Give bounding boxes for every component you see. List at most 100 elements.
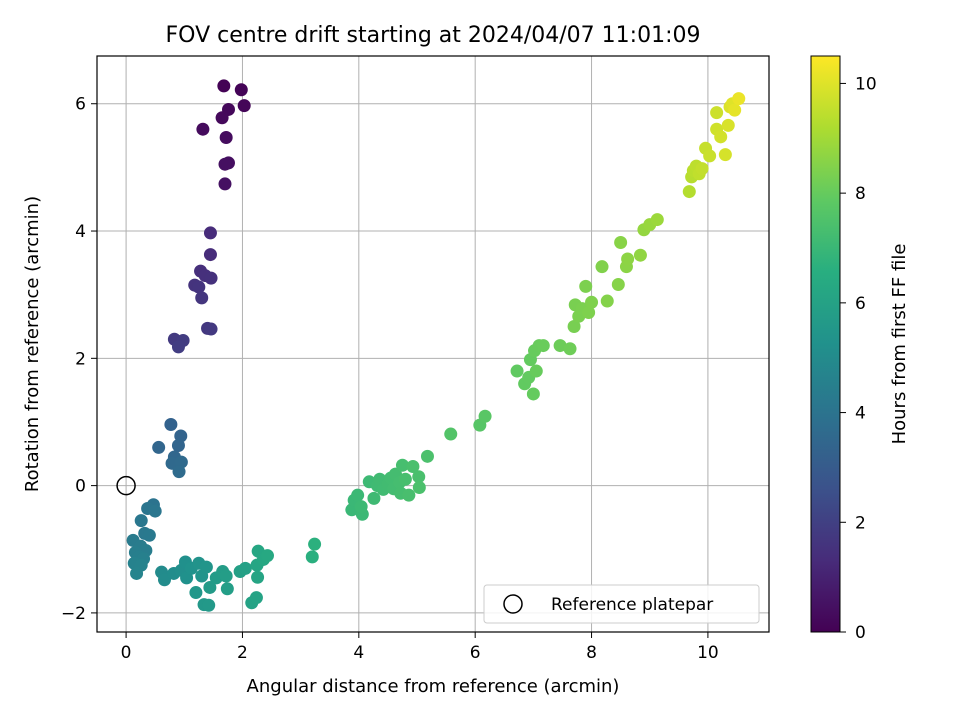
colorbar-label: Hours from first FF file bbox=[889, 244, 910, 445]
scatter-point bbox=[695, 162, 709, 176]
scatter-point bbox=[148, 504, 162, 518]
scatter-point bbox=[305, 550, 319, 564]
y-tick-label: 6 bbox=[75, 95, 86, 115]
scatter-point bbox=[164, 418, 178, 432]
plot-frame bbox=[96, 55, 770, 633]
scatter-point bbox=[703, 149, 717, 163]
scatter-point bbox=[204, 322, 218, 336]
scatter-point bbox=[611, 277, 625, 291]
x-tick-label: 10 bbox=[697, 643, 719, 663]
scatter-point bbox=[220, 582, 234, 596]
scatter-point bbox=[579, 279, 593, 293]
scatter-point bbox=[412, 470, 426, 484]
legend-entry-reference: Reference platepar bbox=[551, 595, 713, 615]
scatter-point bbox=[249, 591, 263, 605]
scatter-point bbox=[650, 213, 664, 227]
scatter-point bbox=[710, 106, 724, 120]
colorbar-tick-label: 0 bbox=[855, 623, 866, 643]
scatter-point bbox=[395, 458, 409, 472]
scatter-point bbox=[189, 586, 203, 600]
scatter-point bbox=[420, 449, 434, 463]
scatter-point bbox=[563, 342, 577, 356]
y-axis-ticks: −2 0 2 4 6 bbox=[61, 95, 97, 624]
colorbar-ticks: 0 2 4 6 8 10 bbox=[840, 74, 877, 643]
scatter-point bbox=[308, 537, 322, 551]
scatter-point bbox=[595, 260, 609, 274]
colorbar-tick-label: 2 bbox=[855, 513, 866, 533]
reference-marker bbox=[116, 475, 136, 496]
scatter-point bbox=[510, 364, 524, 378]
scatter-point bbox=[234, 83, 248, 97]
scatter-point bbox=[171, 340, 185, 354]
scatter-point bbox=[398, 472, 412, 486]
x-tick-label: 4 bbox=[353, 643, 364, 663]
scatter-point bbox=[157, 573, 171, 587]
x-tick-label: 0 bbox=[121, 643, 132, 663]
scatter-point bbox=[553, 339, 567, 353]
scatter-point bbox=[682, 185, 696, 199]
scatter-point bbox=[260, 549, 274, 563]
scatter-point bbox=[614, 235, 628, 249]
scatter-point bbox=[732, 92, 746, 106]
scatter-point bbox=[215, 111, 229, 125]
scatter-point bbox=[218, 157, 232, 171]
scatter-point bbox=[721, 118, 735, 132]
scatter-point bbox=[714, 130, 728, 144]
scatter-point bbox=[218, 177, 232, 191]
scatter-point bbox=[585, 295, 599, 309]
scatter-point bbox=[351, 488, 365, 502]
scatter-point bbox=[402, 488, 416, 502]
scatter-point bbox=[354, 500, 368, 514]
scatter-point bbox=[202, 598, 216, 612]
scatter-point bbox=[600, 294, 614, 308]
scatter-point bbox=[718, 148, 732, 162]
scatter-point bbox=[412, 481, 426, 495]
legend-box bbox=[483, 584, 760, 624]
scatter-point bbox=[203, 248, 217, 262]
scatter-point bbox=[582, 305, 596, 319]
scatter-point bbox=[567, 319, 581, 333]
scatter-point bbox=[203, 580, 217, 594]
x-axis-ticks: 0 2 4 6 8 10 bbox=[121, 632, 719, 663]
scatter-point bbox=[219, 569, 233, 583]
grid-lines bbox=[97, 56, 769, 632]
y-tick-label: 0 bbox=[75, 477, 86, 497]
colorbar-tick-label: 6 bbox=[855, 294, 866, 314]
scatter-point bbox=[251, 570, 265, 584]
colorbar-tick-label: 4 bbox=[855, 404, 866, 424]
scatter-point bbox=[728, 103, 742, 117]
scatter-point bbox=[217, 79, 231, 93]
x-tick-label: 8 bbox=[586, 643, 597, 663]
legend-marker bbox=[503, 594, 523, 614]
scatter-point bbox=[172, 465, 186, 479]
scatter-point bbox=[526, 387, 540, 401]
scatter-point bbox=[633, 248, 647, 262]
scatter-point bbox=[367, 491, 381, 505]
scatter-point bbox=[478, 409, 492, 423]
colorbar-tick-label: 10 bbox=[855, 74, 877, 94]
y-tick-label: 2 bbox=[75, 349, 86, 369]
data-points bbox=[126, 79, 746, 612]
scatter-point bbox=[192, 280, 206, 294]
scatter-point bbox=[204, 271, 218, 285]
x-axis-label: Angular distance from reference (arcmin) bbox=[247, 676, 620, 697]
y-tick-label: 4 bbox=[75, 222, 86, 242]
scatter-point bbox=[621, 252, 635, 266]
y-tick-label: −2 bbox=[61, 604, 86, 624]
scatter-point bbox=[171, 439, 185, 453]
chart-title: FOV centre drift starting at 2024/04/07 … bbox=[166, 23, 701, 48]
scatter-point bbox=[130, 566, 144, 580]
scatter-point bbox=[219, 130, 233, 144]
scatter-point bbox=[142, 528, 156, 542]
scatter-point bbox=[536, 339, 550, 353]
colorbar-tick-label: 8 bbox=[855, 184, 866, 204]
scatter-point bbox=[238, 561, 252, 575]
scatter-point bbox=[199, 560, 213, 574]
legend: Reference platepar bbox=[483, 584, 760, 624]
scatter-point bbox=[203, 226, 217, 240]
x-tick-label: 6 bbox=[470, 643, 481, 663]
y-axis-label: Rotation from reference (arcmin) bbox=[22, 196, 43, 492]
scatter-point bbox=[444, 427, 458, 441]
scatter-point bbox=[152, 440, 166, 454]
